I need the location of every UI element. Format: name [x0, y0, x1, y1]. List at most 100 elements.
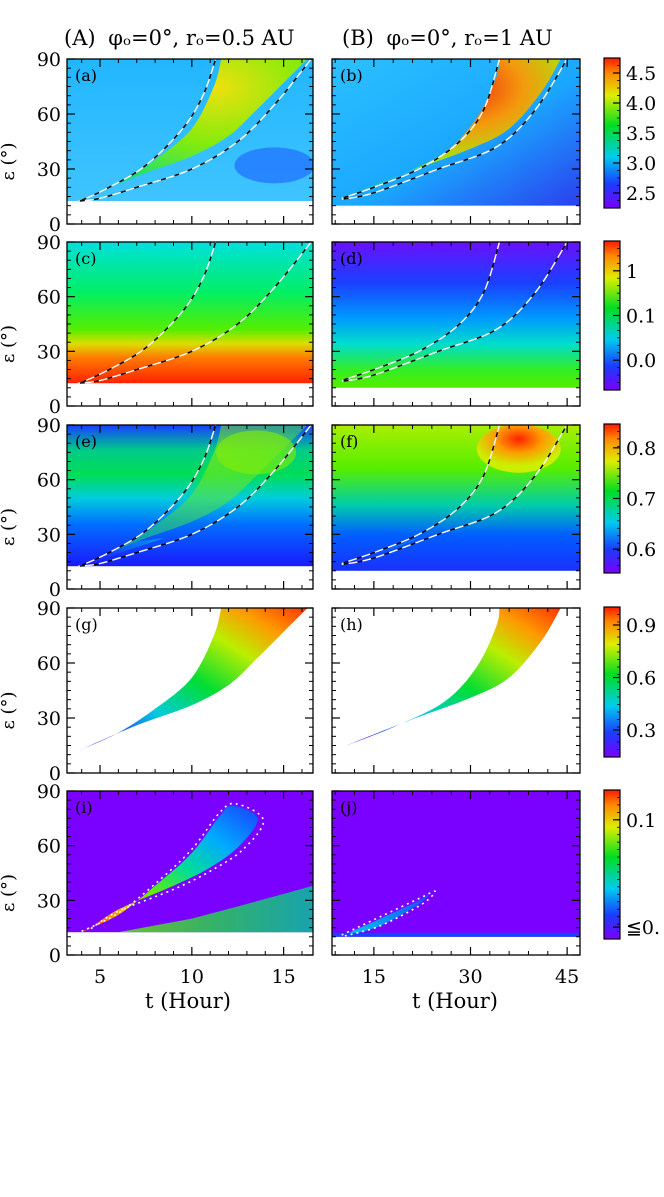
- panel-d-curve-shallow-white: [341, 242, 568, 383]
- panel-d-plot: [332, 242, 580, 388]
- y-axis-label: ε (°): [0, 325, 19, 363]
- panel-e-curve-steep-white: [79, 425, 217, 567]
- colorbar-tick-label: 1: [626, 261, 638, 283]
- panel-f-label: (f): [340, 432, 358, 451]
- panel-grid: [67, 59, 580, 937]
- panel-h-label: (h): [340, 615, 363, 634]
- panel-b-curve-shallow-white: [341, 59, 568, 200]
- y-tick-label: 90: [37, 232, 61, 254]
- y-axis-label: ε (°): [0, 508, 19, 546]
- panel-a-curve-steep-white: [79, 59, 217, 202]
- panel-f-cool-wedge: [341, 538, 419, 566]
- y-tick-label: 30: [37, 159, 61, 181]
- panel-g-plot: [79, 608, 308, 751]
- y-tick-label: 0: [49, 396, 61, 418]
- panel-b-curve-shallow-black: [341, 59, 568, 200]
- colorbar-tick-label: 3.0: [626, 153, 656, 175]
- panel-i-label: (i): [75, 798, 93, 817]
- y-axis-label: ε (°): [0, 142, 19, 180]
- panel-a-cool-spot: [234, 147, 313, 184]
- colorbar-tick-label: 4.5: [626, 63, 656, 85]
- y-tick-label: 60: [37, 287, 61, 309]
- x-tick-label: 15: [362, 966, 386, 988]
- column-header-b: (B) φₒ=0°, rₒ=1 AU: [342, 26, 553, 50]
- colorbar-tick-label: 0.9: [626, 615, 656, 637]
- panel-b-curve-steep-white: [341, 59, 501, 199]
- panel-e-curve-shallow-white: [77, 425, 312, 567]
- panel-a-plot: [67, 59, 313, 202]
- panel-i-plume: [79, 805, 258, 933]
- panel-i-plot: [67, 791, 313, 933]
- y-tick-label: 90: [37, 598, 61, 620]
- y-tick-label: 0: [49, 214, 61, 236]
- panel-b-plot: [332, 59, 580, 206]
- colorbars: 4.5 4.0 3.5 3.0 2.5 1 0.1 0.0 0.8 0.7 0.6 0.9 0.6 0.3…: [603, 57, 660, 940]
- panel-j-floor-band: [332, 932, 580, 937]
- panel-a-band: [79, 59, 308, 202]
- panel-d-label: (d): [340, 249, 363, 268]
- panel-c-plot: [67, 242, 313, 384]
- panel-f-plot: [332, 425, 580, 571]
- panel-e-warm-spot: [216, 430, 297, 475]
- panel-g-label: (g): [75, 615, 98, 634]
- y-tick-label: 0: [49, 763, 61, 785]
- panel-b-label: (b): [340, 66, 363, 85]
- panel-a-label: (a): [75, 66, 97, 85]
- panel-e-cool-wedge: [79, 538, 165, 567]
- y-tick-label: 60: [37, 470, 61, 492]
- y-tick-label: 60: [37, 653, 61, 675]
- x-tick-label: 30: [458, 966, 482, 988]
- y-tick-label: 90: [37, 49, 61, 71]
- colorbar-tick-label: 0.7: [626, 489, 656, 511]
- colorbar-tick-label: 0.6: [626, 668, 656, 690]
- colorbar-tick-label: 0.1: [626, 810, 656, 832]
- colorbar-tick-label: 0.0: [626, 350, 656, 372]
- axes: (a) 0 30 60 90 ε (°) (b) (c) 0 30 60 90 ε (°) (d) (e) 0…: [0, 49, 581, 988]
- panel-c-label: (c): [75, 249, 96, 268]
- panel-c-field: [67, 242, 313, 384]
- panel-d-field: [332, 242, 580, 388]
- x-tick-label: 15: [272, 966, 296, 988]
- x-axis-label-a: t (Hour): [145, 989, 231, 1013]
- y-tick-label: 30: [37, 708, 61, 730]
- panel-c-curve-steep-white: [79, 242, 217, 384]
- panel-f-hot-spot: [476, 425, 561, 473]
- colorbar-tick-label: ≦0.: [626, 917, 660, 939]
- panel-f-curve-shallow-white: [341, 425, 568, 566]
- panel-a-curve-shallow-white: [77, 59, 312, 202]
- colorbar-tick-label: 2.5: [626, 183, 656, 205]
- panel-j-field: [332, 791, 580, 937]
- panel-h-wedge: [341, 608, 561, 748]
- panel-e-plot: [67, 425, 313, 567]
- colorbar-tick-label: 0.6: [626, 539, 656, 561]
- panel-h-plot: [341, 608, 561, 748]
- colorbar-tick-label: 0.1: [626, 306, 656, 328]
- panel-f-curve-steep-white: [341, 425, 501, 565]
- y-tick-label: 60: [37, 104, 61, 126]
- panel-b-band: [341, 59, 561, 199]
- y-tick-label: 0: [49, 945, 61, 967]
- x-tick-label: 45: [555, 966, 579, 988]
- column-header-a: (A) φₒ=0°, rₒ=0.5 AU: [64, 26, 295, 50]
- colorbar-tick-label: 4.0: [626, 93, 656, 115]
- y-tick-label: 90: [37, 781, 61, 803]
- y-tick-label: 90: [37, 415, 61, 437]
- panel-j-label: (j): [340, 798, 357, 817]
- x-axis-label-b: t (Hour): [412, 989, 498, 1013]
- x-tick-label: 5: [94, 966, 106, 988]
- panel-j-contour: [341, 890, 436, 937]
- panel-f-curve-shallow-black: [341, 425, 568, 566]
- panel-e-label: (e): [75, 432, 97, 451]
- y-tick-label: 30: [37, 524, 61, 546]
- y-axis-label: ε (°): [0, 874, 19, 912]
- x-tick-label: 10: [180, 966, 204, 988]
- y-axis-label: ε (°): [0, 691, 19, 729]
- panel-g-wedge: [79, 608, 308, 751]
- colorbar-tick-label: 0.3: [626, 720, 656, 742]
- colorbar-tick-label: 3.5: [626, 123, 656, 145]
- panel-d-curve-shallow-black: [341, 242, 568, 383]
- y-tick-label: 30: [37, 890, 61, 912]
- panel-i-floor-band: [118, 885, 313, 933]
- y-tick-label: 60: [37, 836, 61, 858]
